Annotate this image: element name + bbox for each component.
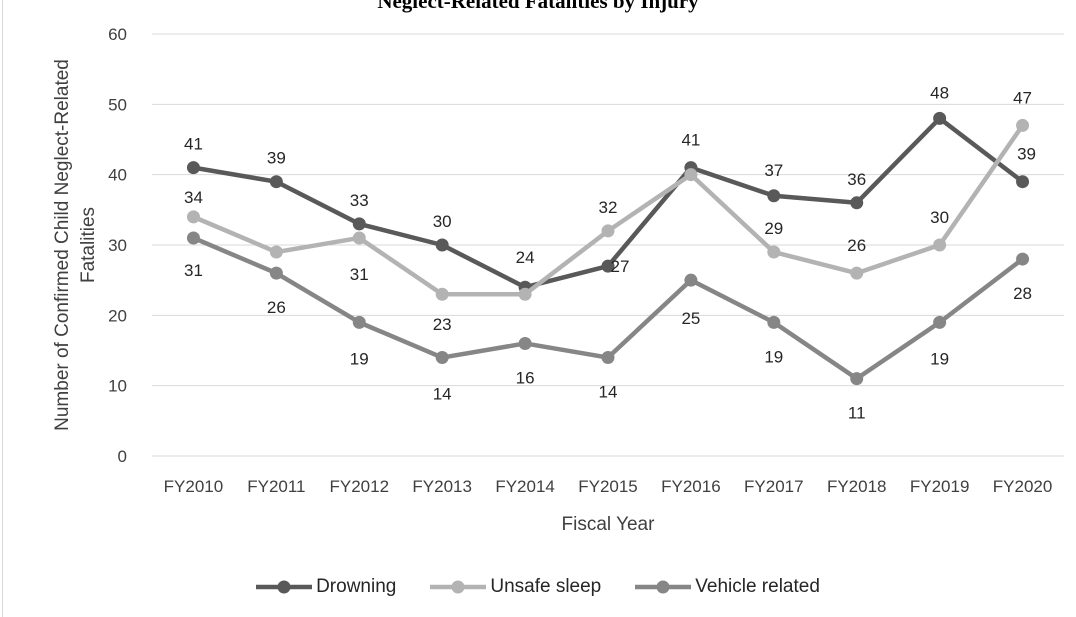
data-point [933,315,947,329]
data-label: 34 [184,188,203,207]
data-point [518,336,532,350]
y-axis-title: Number of Confirmed Child Neglect-Relate… [52,59,99,431]
legend-item: Vehicle related [635,576,820,598]
data-point [269,245,283,259]
x-tick-label: FY2018 [827,477,887,496]
data-point [601,224,615,238]
data-label: 33 [350,191,369,210]
x-tick-label: FY2017 [744,477,804,496]
data-point [186,231,200,245]
y-tick-label: 40 [108,166,127,185]
data-label: 14 [599,383,618,402]
data-label: 25 [681,309,700,328]
data-point [767,189,781,203]
y-tick-label: 20 [108,306,127,325]
legend-swatch [635,580,692,594]
data-label: 19 [930,349,949,368]
data-point [1016,118,1030,132]
data-label: 48 [930,83,949,102]
x-tick-label: FY2012 [329,477,389,496]
legend-label: Unsafe sleep [490,576,602,597]
data-label: 41 [184,135,203,154]
legend-item: Drowning [256,576,396,598]
data-point [684,273,698,287]
data-point [767,245,781,259]
data-label: 37 [764,161,783,180]
data-point [767,315,781,329]
data-point [186,210,200,224]
data-label: 47 [1013,88,1032,107]
data-label: 30 [930,208,949,227]
data-label: 30 [433,212,452,231]
x-tick-label: FY2011 [247,477,305,496]
data-point [601,351,615,365]
data-point [435,287,449,301]
data-point [269,175,283,189]
x-tick-label: FY2013 [412,477,472,496]
data-point [933,238,947,252]
data-point [352,217,366,231]
data-label: 32 [599,198,618,217]
data-point [601,259,615,273]
x-tick-label: FY2014 [495,477,555,496]
y-tick-label: 10 [108,377,127,396]
data-point [518,287,532,301]
data-label: 28 [1013,284,1032,303]
y-tick-label: 30 [108,236,127,255]
data-label: 26 [847,236,866,255]
data-label: 39 [267,149,286,168]
data-point [435,238,449,252]
data-label: 14 [433,385,452,404]
y-tick-label: 0 [118,447,127,466]
chart-title: Neglect-Related Fatalities by Injury [377,0,699,13]
legend-swatch-marker [451,580,465,594]
data-point [1016,252,1030,266]
legend-swatch-marker [277,580,291,594]
data-label: 39 [1017,145,1036,164]
legend: Drowning Unsafe sleep Vehicle related [0,576,1076,598]
data-point [352,231,366,245]
data-label: 11 [848,404,866,423]
data-point [850,372,864,386]
x-tick-label: FY2020 [993,477,1053,496]
data-label: 26 [267,298,286,317]
data-label: 31 [350,265,369,284]
legend-label: Drowning [316,576,397,597]
data-point [933,111,947,125]
data-label: 16 [516,368,535,387]
x-tick-label: FY2016 [661,477,721,496]
legend-swatch [430,580,487,594]
data-point [684,168,698,182]
chart-title-clip: Neglect-Related Fatalities by Injury [0,0,1076,16]
data-point [850,196,864,210]
legend-swatch [256,580,313,594]
legend-item: Unsafe sleep [430,576,601,598]
data-point [352,315,366,329]
data-point [850,266,864,280]
legend-label: Vehicle related [695,576,820,597]
y-tick-label: 50 [108,95,127,114]
x-axis-title: Fiscal Year [562,514,656,535]
data-point [186,161,200,175]
x-tick-label: FY2019 [910,477,970,496]
data-label: 31 [184,261,203,280]
data-label: 19 [350,349,369,368]
data-label: 36 [847,170,866,189]
data-point [1016,175,1030,189]
y-tick-label: 60 [108,25,127,44]
data-label: 23 [433,315,452,334]
data-label: 19 [764,347,783,366]
data-label: 27 [611,257,630,276]
legend-swatch-marker [656,580,670,594]
x-tick-label: FY2010 [164,477,224,496]
data-label: 41 [681,131,700,150]
chart-frame-left [2,0,3,617]
data-label: 29 [764,219,783,238]
data-point [269,266,283,280]
x-tick-label: FY2015 [578,477,638,496]
data-point [435,351,449,365]
data-label: 24 [516,248,535,267]
